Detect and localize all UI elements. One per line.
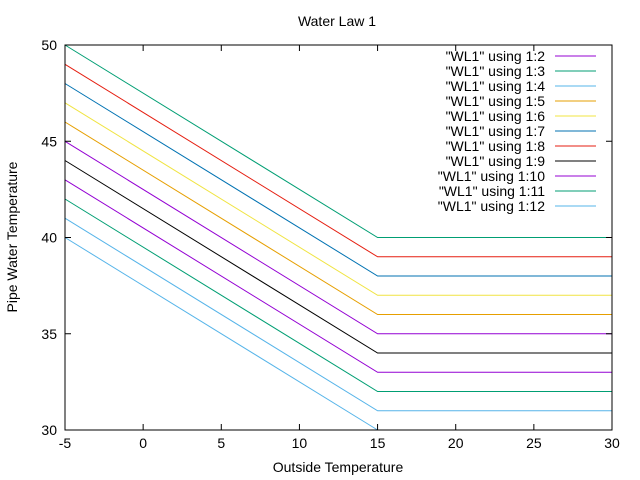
series-line-9 [64,198,612,392]
legend: "WL1" using 1:2"WL1" using 1:3"WL1" usin… [438,48,596,214]
legend-label: "WL1" using 1:3 [446,63,546,79]
x-tick-label: -5 [59,435,72,451]
y-tick-label: 30 [41,422,57,438]
series-line-1 [64,44,612,238]
plot-area [64,44,612,431]
legend-label: "WL1" using 1:6 [446,108,546,124]
y-axis-label: Pipe Water Temperature [4,161,20,312]
y-tick-label: 45 [41,133,57,149]
series-line-12 [64,237,378,431]
legend-label: "WL1" using 1:10 [438,168,545,184]
legend-label: "WL1" using 1:4 [446,78,546,94]
y-tick-label: 35 [41,326,57,342]
x-tick-label: 20 [448,435,464,451]
series-line-6 [64,63,612,258]
legend-label: "WL1" using 1:5 [446,93,546,109]
series-line-5 [64,83,612,277]
legend-label: "WL1" using 1:2 [446,48,546,64]
x-tick-label: 10 [292,435,308,451]
series-line-11 [64,140,612,335]
series-line-4 [64,102,612,296]
series-line-3 [64,121,612,315]
x-axis-label: Outside Temperature [273,459,404,475]
x-tick-label: 5 [217,435,225,451]
y-tick-label: 50 [41,37,57,53]
x-tick-label: 30 [604,435,620,451]
legend-label: "WL1" using 1:12 [438,198,545,214]
legend-label: "WL1" using 1:7 [446,123,546,139]
x-axis: -5 0 5 10 15 20 25 30 [59,45,620,451]
x-tick-label: 0 [139,435,147,451]
legend-label: "WL1" using 1:11 [439,183,545,199]
y-axis: 30 35 40 45 50 [41,37,612,438]
y-tick-label: 40 [41,230,57,246]
series-line-7 [64,160,612,354]
legend-label: "WL1" using 1:8 [446,138,546,154]
series-line-8 [64,179,612,373]
series-line-10 [64,217,612,412]
x-tick-label: 25 [526,435,542,451]
chart-title: Water Law 1 [298,13,376,29]
x-tick-label: 15 [370,435,386,451]
legend-label: "WL1" using 1:9 [446,153,546,169]
